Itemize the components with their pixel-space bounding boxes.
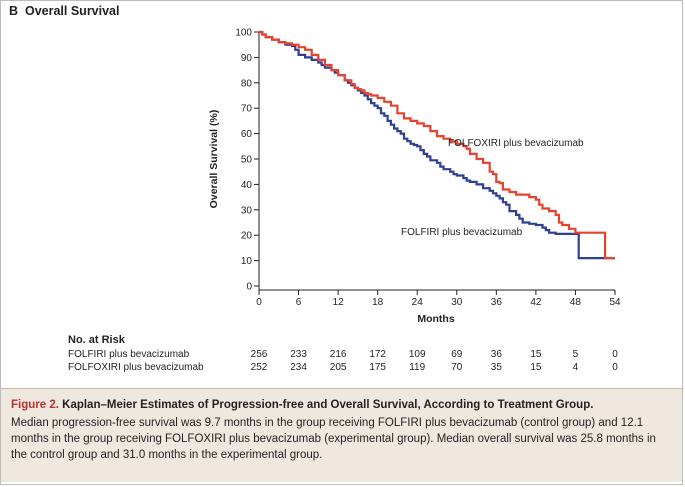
- panel-name: Overall Survival: [24, 4, 120, 18]
- risk-row-name: FOLFOXIRI plus bevacizumab: [68, 362, 204, 373]
- y-tick-label: 60: [241, 129, 253, 140]
- risk-value: 0: [612, 362, 618, 373]
- risk-value: 216: [329, 349, 347, 360]
- risk-value: 109: [408, 349, 426, 360]
- y-tick-label: 30: [241, 205, 253, 216]
- risk-value: 15: [530, 349, 542, 360]
- risk-value: 205: [329, 362, 347, 373]
- risk-value: 36: [490, 349, 502, 360]
- risk-value: 256: [250, 349, 268, 360]
- x-tick-label: 18: [372, 297, 384, 308]
- panel-title: B Overall Survival: [9, 4, 120, 18]
- figure-title: Kaplan–Meier Estimates of Progression-fr…: [62, 399, 594, 411]
- x-tick-label: 0: [256, 297, 262, 308]
- risk-value: 70: [451, 362, 463, 373]
- y-tick-label: 100: [235, 28, 252, 39]
- x-tick-label: 6: [296, 297, 302, 308]
- risk-value: 119: [409, 362, 426, 373]
- risk-value: 175: [369, 362, 386, 373]
- risk-value: 172: [369, 349, 386, 360]
- risk-value: 69: [451, 349, 463, 360]
- risk-value: 252: [250, 362, 268, 373]
- survival-chart: 0 10 20 30 40 50 60 70 80 90 100 0 6 12 18 24 30 36 42 48 54…: [208, 28, 621, 326]
- risk-row-name: FOLFIRI plus bevacizumab: [68, 349, 190, 360]
- series-label-folfoxiri: FOLFOXIRI plus bevacizumab: [448, 138, 584, 149]
- y-tick-label: 80: [241, 78, 253, 89]
- x-tick-label: 24: [412, 297, 424, 308]
- x-tick-label: 36: [491, 297, 503, 308]
- figure-label: Figure 2.: [11, 399, 59, 411]
- risk-value: 35: [490, 362, 502, 373]
- y-tick-label: 10: [241, 256, 253, 267]
- x-tick-label: 30: [451, 297, 463, 308]
- x-tick-label: 48: [570, 297, 582, 308]
- x-tick-label: 12: [333, 297, 345, 308]
- x-axis-label: Months: [417, 313, 454, 325]
- chart-axes: 0 10 20 30 40 50 60 70 80 90 100 0 6 12 18 24 30 36 42 48 54: [235, 28, 621, 309]
- x-tick-label: 42: [530, 297, 542, 308]
- risk-value: 234: [290, 362, 307, 373]
- x-tick-label: 54: [609, 297, 621, 308]
- y-tick-label: 20: [241, 231, 253, 242]
- caption-body: Median progression-free survival was 9.7…: [11, 417, 656, 461]
- y-axis-label: Overall Survival (%): [208, 110, 220, 209]
- risk-value: 233: [290, 349, 307, 360]
- caption-heading: Figure 2. Kaplan–Meier Estimates of Prog…: [11, 397, 672, 413]
- y-tick-label: 50: [241, 155, 253, 166]
- risk-value: 15: [530, 362, 542, 373]
- series-label-folfiri: FOLFIRI plus bevacizumab: [401, 227, 523, 238]
- y-tick-label: 70: [241, 104, 253, 115]
- y-tick-label: 0: [246, 282, 252, 293]
- risk-table-title: No. at Risk: [68, 334, 125, 346]
- risk-value: 5: [572, 349, 579, 360]
- y-tick-label: 40: [241, 180, 253, 191]
- chart-series: [259, 30, 615, 260]
- risk-value: 0: [612, 349, 618, 360]
- y-tick-label: 90: [241, 53, 253, 64]
- figure-caption: Figure 2. Kaplan–Meier Estimates of Prog…: [1, 388, 682, 482]
- series-line-folfoxiri: [259, 30, 615, 260]
- risk-value: 4: [572, 362, 579, 373]
- panel-letter: B: [9, 4, 19, 18]
